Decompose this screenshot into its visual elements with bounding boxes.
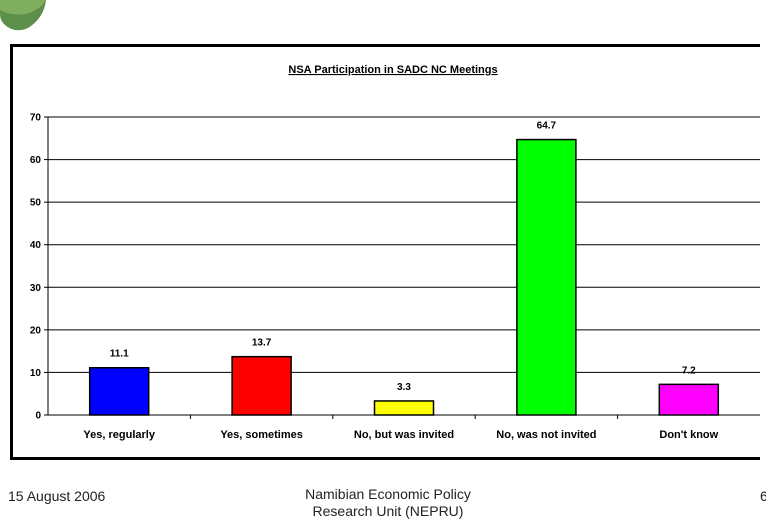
footer-organization: Namibian Economic Policy Research Unit (… bbox=[238, 486, 538, 520]
category-label: Yes, sometimes bbox=[220, 429, 303, 441]
leaf-logo-icon bbox=[0, 0, 46, 31]
y-tick-label: 50 bbox=[30, 198, 42, 209]
bar-4 bbox=[658, 383, 720, 416]
bar-2 bbox=[373, 400, 435, 416]
y-tick-label: 20 bbox=[30, 325, 42, 336]
data-label: 7.2 bbox=[682, 365, 696, 376]
bars: 11.1 13.7 3.3 64.7 7.2 bbox=[88, 121, 720, 416]
category-label: No, but was invited bbox=[354, 429, 454, 441]
data-label: 3.3 bbox=[397, 382, 411, 393]
bar-chart: NSA Participation in SADC NC Meetings 11… bbox=[30, 64, 760, 441]
category-label: Yes, regularly bbox=[83, 429, 155, 441]
y-tick-label: 60 bbox=[30, 155, 42, 166]
data-label: 11.1 bbox=[110, 349, 129, 360]
footer-org-line1: Namibian Economic Policy bbox=[305, 486, 471, 502]
category-label: Don't know bbox=[659, 429, 718, 441]
bar-0 bbox=[88, 366, 150, 416]
y-tick-label: 30 bbox=[30, 283, 42, 294]
grid-lines bbox=[48, 116, 760, 373]
chart-title: NSA Participation in SADC NC Meetings bbox=[288, 64, 497, 76]
footer-date: 15 August 2006 bbox=[8, 488, 106, 504]
axes: 0 10 20 30 40 50 60 70 Yes, regularly Yes, someti… bbox=[30, 113, 760, 441]
footer-org-line2: Research Unit (NEPRU) bbox=[312, 503, 464, 519]
data-label: 64.7 bbox=[537, 121, 557, 132]
chart-frame: NSA Participation in SADC NC Meetings 11… bbox=[10, 44, 760, 460]
y-tick-label: 40 bbox=[30, 240, 42, 251]
footer-page-number: 6 bbox=[760, 488, 766, 504]
data-label: 13.7 bbox=[252, 338, 272, 349]
y-tick-label: 10 bbox=[30, 368, 42, 379]
category-label: No, was not invited bbox=[496, 429, 596, 441]
bar-3 bbox=[516, 138, 577, 416]
y-tick-label: 70 bbox=[30, 113, 42, 124]
y-tick-label: 0 bbox=[35, 411, 41, 422]
bar-1 bbox=[231, 355, 292, 416]
